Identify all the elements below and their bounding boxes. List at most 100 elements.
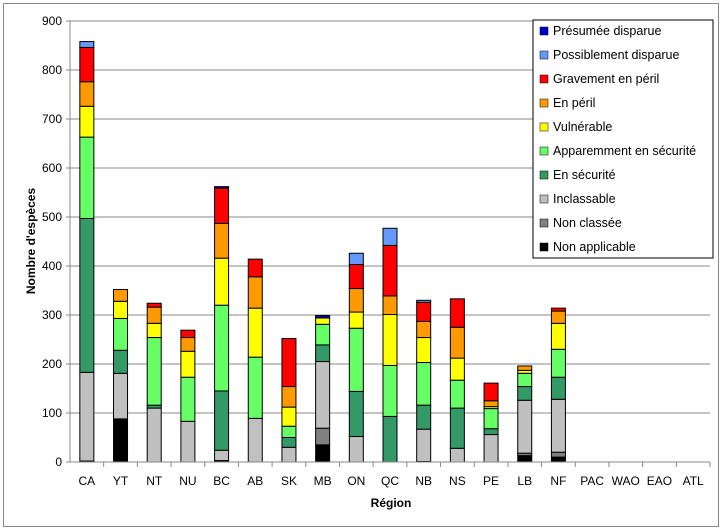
legend-label: Non applicable [553, 240, 636, 254]
bar-segment [483, 400, 499, 408]
bar-segment [416, 320, 432, 339]
bar-segment [550, 451, 566, 458]
legend-swatch [539, 194, 549, 204]
legend-label: En sécurité [553, 168, 616, 182]
legend-label: En péril [553, 96, 595, 110]
x-tick-label: LB [517, 474, 532, 488]
x-axis-label: Région [371, 496, 412, 510]
bar-segment [416, 337, 432, 364]
bar-segment [416, 301, 432, 322]
bar-segment [247, 307, 263, 358]
bar-segment [79, 46, 95, 83]
bar-segment [281, 406, 297, 427]
legend-swatch [539, 74, 549, 84]
bar-segment [214, 449, 230, 462]
bar-segment [382, 364, 398, 417]
bar-segment [79, 105, 95, 138]
bar-segment [416, 299, 432, 303]
bar-segment [281, 386, 297, 408]
bar-segment [483, 382, 499, 402]
bar-segment [113, 349, 129, 374]
bar-segment [79, 81, 95, 107]
x-tick-label: NS [449, 474, 466, 488]
legend-label: Vulnérable [553, 120, 612, 134]
bar-segment [348, 327, 364, 392]
bar-segment [416, 404, 432, 430]
y-tick-label: 200 [42, 357, 62, 371]
bar-segment [483, 428, 499, 436]
legend-swatch [539, 218, 549, 228]
bar-segment [214, 304, 230, 392]
x-tick-label: YT [113, 474, 129, 488]
legend: Présumée disparue Possiblement disparue Gr… [532, 19, 714, 259]
bar-segment [79, 371, 95, 462]
x-tick-label: EAO [647, 474, 672, 488]
bar-segment [180, 337, 196, 352]
bar-segment [517, 455, 533, 463]
bar-segment [382, 295, 398, 316]
bar-segment [348, 264, 364, 290]
y-tick-label: 500 [42, 210, 62, 224]
bar-segment [180, 329, 196, 339]
legend-label: Gravement en péril [553, 72, 659, 86]
bar-segment [281, 437, 297, 448]
bar-segment [281, 446, 297, 463]
bar-segment [146, 302, 162, 308]
bar-segment [247, 417, 263, 463]
x-tick-label: NB [415, 474, 432, 488]
bar-segment [550, 348, 566, 378]
bar-segment [517, 365, 533, 371]
bar-segment [247, 276, 263, 309]
bar-segment [281, 338, 297, 388]
bar-segment [113, 300, 129, 319]
bar-segment [315, 361, 331, 429]
x-tick-label: ON [347, 474, 365, 488]
y-tick-label: 800 [42, 63, 62, 77]
bar-segment [315, 444, 331, 463]
chart-frame [3, 3, 719, 527]
x-tick-label: MB [314, 474, 332, 488]
bar-segment [550, 456, 566, 463]
bar-segment [214, 187, 230, 224]
x-tick-label: NT [146, 474, 163, 488]
bar-segment [315, 317, 331, 325]
bar-segment [483, 434, 499, 463]
legend-swatch [539, 146, 549, 156]
x-tick-label: SK [281, 474, 297, 488]
bar-segment [113, 418, 129, 463]
bar-segment [247, 258, 263, 278]
bar-segment [449, 379, 465, 409]
bar-segment [382, 415, 398, 463]
y-tick-label: 400 [42, 259, 62, 273]
y-axis-label: Nombre d'espèces [24, 188, 38, 295]
bar-segment [416, 362, 432, 406]
bar-segment [449, 326, 465, 359]
legend-label: Apparemment en sécurité [553, 144, 696, 158]
bar-segment [113, 289, 129, 302]
bar-segment [449, 357, 465, 381]
bar-segment [146, 337, 162, 406]
bar-segment [348, 288, 364, 313]
bar-segment [449, 447, 465, 463]
bar-segment [214, 390, 230, 451]
bar-segment [416, 428, 432, 463]
bar-segment [348, 252, 364, 266]
bar-segment [517, 386, 533, 401]
bar-segment [214, 257, 230, 306]
bar-segment [315, 323, 331, 346]
bar-segment [315, 344, 331, 363]
bar-segment [113, 372, 129, 420]
bar-segment [79, 41, 95, 48]
bar-segment [382, 227, 398, 246]
bar-segment [550, 322, 566, 350]
x-tick-label: NU [179, 474, 196, 488]
bar-segment [348, 436, 364, 463]
legend-label: Inclassable [553, 192, 616, 206]
y-tick-label: 0 [55, 455, 62, 469]
bar-segment [348, 311, 364, 329]
y-tick-label: 600 [42, 161, 62, 175]
legend-label: Présumée disparue [553, 24, 661, 38]
bar-segment [146, 306, 162, 324]
